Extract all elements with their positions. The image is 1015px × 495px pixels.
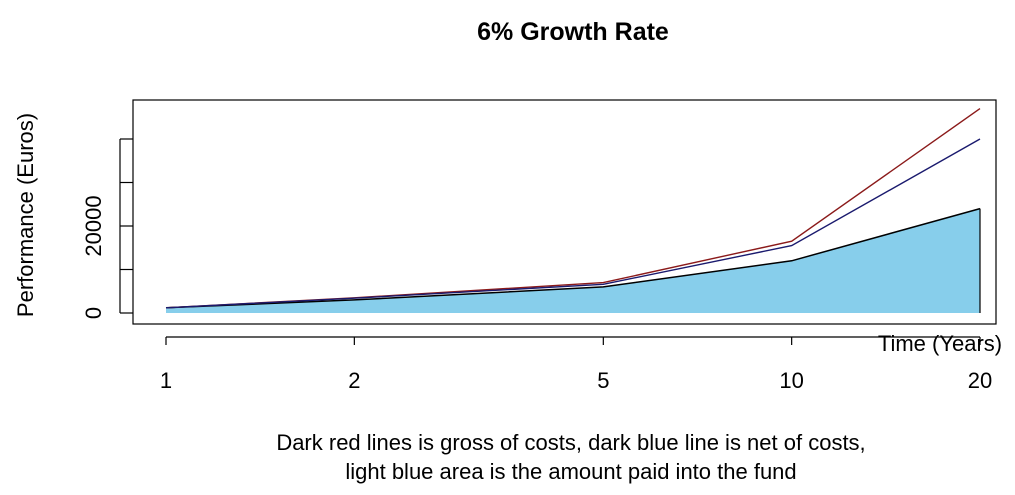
net-of-costs-line: [165, 138, 981, 309]
plot-border: [132, 99, 997, 325]
paid-in-area-edge: [165, 207, 981, 309]
y-tick-label: 20000: [81, 195, 106, 256]
x-tick-label: 1: [160, 368, 172, 393]
x-tick-label: 20: [968, 368, 992, 393]
x-axis-label: Time (Years): [878, 331, 1002, 356]
y-axis-label: Performance (Euros): [13, 113, 38, 317]
paid-in-area: [166, 208, 980, 313]
plot-layer: [165, 108, 981, 313]
caption-line-2: light blue area is the amount paid into …: [345, 459, 796, 484]
y-tick-label: 0: [81, 307, 106, 319]
chart-title: 6% Growth Rate: [477, 18, 669, 46]
axis-layer: 1 2 5 10 20 0 20000: [81, 138, 992, 393]
x-tick-label: 10: [779, 368, 803, 393]
x-tick-label: 5: [597, 368, 609, 393]
caption-line-1: Dark red lines is gross of costs, dark b…: [276, 430, 865, 455]
x-tick-label: 2: [348, 368, 360, 393]
